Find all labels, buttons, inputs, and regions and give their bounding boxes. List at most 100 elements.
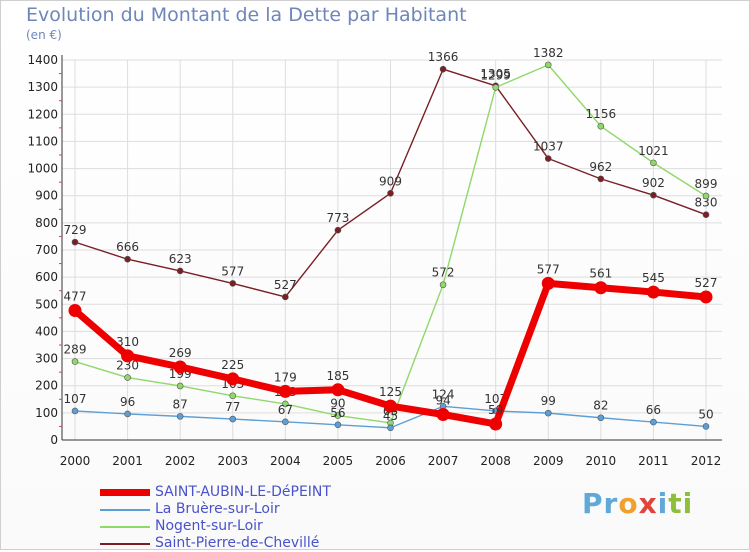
data-label: 96	[120, 395, 135, 409]
unit-label: (en €)	[26, 28, 62, 42]
legend-label: La Bruère-sur-Loir	[155, 501, 280, 517]
data-point	[334, 421, 342, 429]
data-label: 179	[274, 370, 297, 384]
y-tick-label: 600	[35, 270, 58, 284]
data-label: 82	[593, 399, 608, 413]
x-tick-label: 2012	[691, 454, 722, 468]
data-point	[176, 413, 184, 420]
data-point	[597, 414, 605, 422]
data-point	[650, 159, 657, 167]
x-tick-label: 2011	[638, 454, 669, 468]
data-point	[68, 304, 82, 318]
data-point	[387, 189, 394, 197]
data-label: 90	[330, 397, 345, 411]
x-tick-label: 2000	[60, 454, 91, 468]
y-tick-label: 1100	[27, 134, 58, 148]
y-tick-label: 1000	[27, 162, 58, 176]
data-label: 729	[64, 223, 87, 237]
data-label: 902	[642, 176, 665, 190]
legend-label: SAINT-AUBIN-LE-DéPEINT	[155, 484, 331, 500]
data-point	[176, 267, 184, 275]
data-point	[124, 374, 131, 381]
data-label: 50	[698, 407, 713, 421]
data-point	[597, 175, 605, 183]
data-label: 125	[379, 385, 402, 399]
y-tick-label: 300	[35, 352, 58, 366]
data-point	[544, 61, 552, 69]
data-label: 577	[221, 264, 244, 278]
x-tick-label: 2008	[480, 454, 511, 468]
data-point	[594, 281, 608, 295]
y-tick-label: 200	[35, 379, 58, 393]
data-label: 230	[116, 359, 139, 373]
data-point	[334, 412, 342, 419]
legend-swatch	[100, 489, 150, 496]
data-point	[124, 410, 131, 418]
y-tick-label: 400	[35, 324, 58, 338]
data-label: 1021	[638, 144, 669, 158]
data-label: 45	[383, 409, 398, 423]
data-point	[489, 417, 503, 431]
y-tick-label: 1200	[27, 107, 58, 121]
data-label: 1037	[533, 140, 564, 154]
data-label: 962	[589, 160, 612, 174]
data-label: 561	[589, 267, 612, 281]
data-point	[71, 407, 79, 415]
data-label: 773	[326, 211, 349, 225]
data-label: 909	[379, 174, 402, 188]
data-label: 94	[435, 393, 450, 407]
data-label: 67	[278, 403, 293, 417]
legend-swatch	[100, 509, 150, 511]
data-point	[124, 255, 131, 263]
data-point	[229, 280, 237, 287]
data-label: 66	[646, 403, 661, 417]
data-point	[229, 392, 237, 400]
data-label: 77	[225, 400, 240, 414]
y-tick-label: 0	[50, 433, 58, 447]
x-tick-label: 2005	[323, 454, 354, 468]
data-label: 124	[432, 387, 455, 401]
data-point	[384, 399, 397, 413]
data-point	[650, 418, 657, 426]
data-point	[278, 384, 292, 398]
data-point	[702, 423, 710, 430]
data-point	[387, 424, 394, 432]
y-tick-label: 1400	[27, 53, 58, 67]
data-point	[334, 226, 342, 234]
data-point	[176, 382, 184, 390]
data-label: 527	[695, 276, 718, 290]
data-point	[541, 276, 555, 290]
y-tick-label: 500	[35, 297, 58, 311]
data-label: 87	[173, 397, 188, 411]
data-label: 310	[116, 335, 139, 349]
data-point	[229, 415, 237, 423]
proxiti-logo: Proxiti	[582, 487, 694, 520]
data-label: 56	[330, 406, 345, 420]
data-label: 477	[64, 290, 87, 304]
data-point	[436, 407, 450, 421]
y-tick-label: 100	[35, 406, 58, 420]
x-tick-label: 2009	[533, 454, 564, 468]
data-point	[650, 191, 657, 199]
data-label: 1382	[533, 46, 564, 60]
data-label: 830	[695, 196, 718, 210]
y-tick-label: 800	[35, 216, 58, 230]
data-point	[121, 349, 135, 363]
data-point	[71, 358, 79, 365]
data-point	[597, 122, 605, 130]
data-point	[173, 360, 187, 374]
data-point	[646, 285, 660, 299]
data-point	[439, 65, 447, 73]
legend-swatch	[100, 543, 150, 545]
data-label: 185	[326, 369, 349, 383]
legend-label: Saint-Pierre-de-Chevillé	[155, 535, 320, 551]
data-point	[282, 400, 289, 408]
data-point	[439, 281, 447, 289]
data-label: 99	[541, 394, 556, 408]
x-tick-label: 2006	[375, 454, 406, 468]
legend-swatch	[100, 526, 150, 528]
data-point	[226, 372, 240, 386]
x-tick-label: 2003	[217, 454, 248, 468]
data-label: 899	[695, 177, 718, 191]
